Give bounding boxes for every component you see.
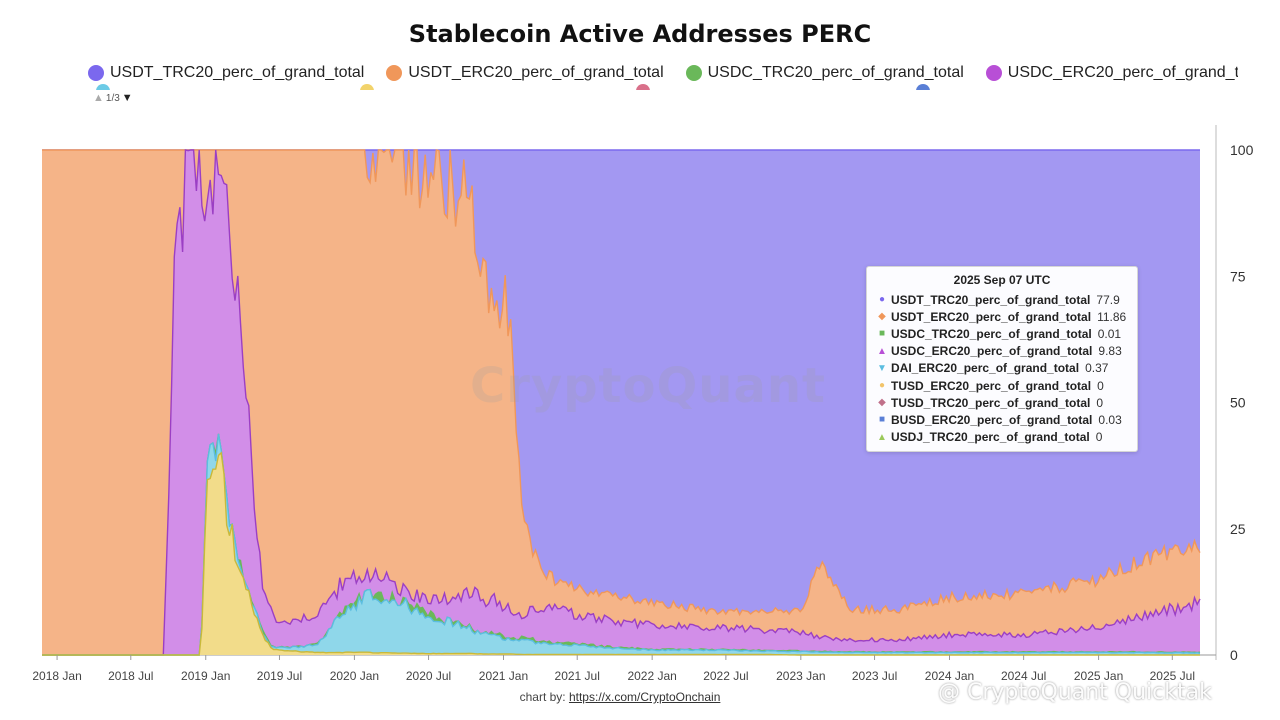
legend-marker-icon <box>386 65 403 81</box>
chart-credit: chart by: https://x.com/CryptoOnchain <box>0 690 1240 704</box>
tooltip-title: 2025 Sep 07 UTC <box>953 273 1051 287</box>
tooltip-row: ▼ DAI_ERC20_perc_of_grand_total 0.37 <box>875 360 1129 377</box>
tooltip-series-value: 0.03 <box>1098 412 1122 427</box>
tooltip-series-name: DAI_ERC20_perc_of_grand_total <box>891 361 1080 376</box>
tooltip-series-value: 0.37 <box>1085 361 1109 376</box>
legend-marker-icon <box>88 65 104 81</box>
x-tick-label: 2024 Jul <box>1001 669 1046 683</box>
tooltip-series-value: 11.86 <box>1097 309 1127 324</box>
x-tick-label: 2019 Jan <box>181 669 230 683</box>
legend-label: USDC_TRC20_perc_of_grand_total <box>707 64 964 81</box>
tooltip-marker-icon: ◆ <box>878 397 886 409</box>
tooltip-series-name: BUSD_ERC20_perc_of_grand_total <box>891 412 1093 427</box>
x-tick-label: 2022 Jul <box>703 669 748 683</box>
tooltip-series-name: TUSD_TRC20_perc_of_grand_total <box>891 395 1091 410</box>
x-tick-label: 2018 Jan <box>32 669 81 683</box>
tooltip-row: ◆ TUSD_TRC20_perc_of_grand_total 0 <box>875 394 1129 411</box>
tooltip-marker-icon: ▲ <box>877 345 887 357</box>
tooltip-marker-icon: ● <box>878 380 886 392</box>
tooltip-series-value: 0 <box>1097 378 1104 393</box>
legend-pager[interactable]: ▲ 1/3 ▼ <box>93 92 133 104</box>
tooltip-series-value: 0 <box>1096 395 1104 410</box>
chart-tooltip: 2025 Sep 07 UTC ● USDT_TRC20_perc_of_gran… <box>866 266 1138 452</box>
pager-up-icon[interactable]: ▲ <box>93 92 104 104</box>
legend-marker-icon <box>636 84 650 90</box>
pager-label: 1/3 <box>105 92 120 104</box>
y-tick-label: 75 <box>1230 268 1246 284</box>
x-tick-label: 2020 Jan <box>330 669 379 683</box>
legend-marker-icon <box>985 65 1002 81</box>
tooltip-series-value: 77.9 <box>1096 292 1120 307</box>
x-tick-label: 2022 Jan <box>627 669 676 683</box>
legend-next-row <box>88 84 1238 90</box>
legend-label: USDT_ERC20_perc_of_grand_total <box>408 64 664 81</box>
credit-link[interactable]: https://x.com/CryptoOnchain <box>568 690 721 704</box>
tooltip-row: ▲ USDJ_TRC20_perc_of_grand_total 0 <box>875 429 1129 446</box>
tooltip-series-name: USDC_ERC20_perc_of_grand_total <box>891 344 1093 359</box>
legend-item[interactable]: USDT_ERC20_perc_of_grand_total <box>386 64 664 82</box>
x-tick-label: 2023 Jul <box>852 669 897 683</box>
tooltip-marker-icon: ◆ <box>878 311 886 323</box>
tooltip-series-name: USDC_TRC20_perc_of_grand_total <box>891 326 1092 341</box>
legend: USDT_TRC20_perc_of_grand_total USDT_ERC20… <box>88 60 1238 86</box>
series-line-usdc-erc20 <box>42 149 1201 656</box>
tooltip-row: ■ USDC_TRC20_perc_of_grand_total 0.01 <box>875 325 1129 342</box>
x-tick-label: 2018 Jul <box>108 669 153 683</box>
tooltip-row: ■ BUSD_ERC20_perc_of_grand_total 0.03 <box>875 411 1129 428</box>
series-line-tusd-erc20 <box>42 451 1200 656</box>
tooltip-row: ● TUSD_ERC20_perc_of_grand_total 0 <box>875 377 1129 394</box>
tooltip-series-name: TUSD_ERC20_perc_of_grand_total <box>891 378 1092 393</box>
chart-title: Stablecoin Active Addresses PERC <box>408 20 872 48</box>
tooltip-row: ◆ USDT_ERC20_perc_of_grand_total 11.86 <box>875 308 1129 325</box>
x-tick-label: 2020 Jul <box>406 669 451 683</box>
x-tick-label: 2023 Jan <box>776 669 825 683</box>
pager-down-icon[interactable]: ▼ <box>121 92 133 104</box>
credit-prefix: chart by: <box>519 690 569 704</box>
x-tick-label: 2019 Jul <box>257 669 302 683</box>
tooltip-row: ▲ USDC_ERC20_perc_of_grand_total 9.83 <box>875 343 1129 360</box>
series-line-dai-erc20 <box>42 433 1201 656</box>
tooltip-series-value: 0.01 <box>1097 326 1122 341</box>
y-tick-label: 25 <box>1230 521 1246 537</box>
y-tick-label: 100 <box>1230 142 1254 158</box>
y-tick-label: 50 <box>1230 395 1246 411</box>
tooltip-row: ● USDT_TRC20_perc_of_grand_total 77.9 <box>875 291 1129 308</box>
legend-label: USDT_TRC20_perc_of_grand_total <box>110 64 365 81</box>
tooltip-marker-icon: ▼ <box>877 362 887 374</box>
tooltip-marker-icon: ▲ <box>877 431 887 443</box>
series-line-usdt-erc20 <box>42 149 1201 617</box>
legend-item[interactable]: USDC_TRC20_perc_of_grand_total <box>685 64 964 82</box>
tooltip-series-value: 0 <box>1095 430 1103 445</box>
tooltip-series-name: USDT_ERC20_perc_of_grand_total <box>891 309 1092 324</box>
legend-marker-icon <box>685 65 702 81</box>
tooltip-series-name: USDT_TRC20_perc_of_grand_total <box>891 292 1091 307</box>
x-tick-label: 2025 Jan <box>1074 669 1123 683</box>
x-tick-label: 2024 Jan <box>925 669 974 683</box>
x-tick-label: 2021 Jul <box>555 669 600 683</box>
tooltip-marker-icon: ■ <box>878 414 886 426</box>
tooltip-marker-icon: ■ <box>878 328 886 340</box>
tooltip-series-value: 9.83 <box>1098 344 1122 359</box>
legend-marker-icon <box>360 84 374 90</box>
tooltip-series-name: USDJ_TRC20_perc_of_grand_total <box>891 430 1090 445</box>
legend-item[interactable]: USDC_ERC20_perc_of_grand_total <box>985 64 1238 82</box>
legend-label: USDC_ERC20_perc_of_grand_total <box>1007 64 1238 81</box>
series-area-usdt-erc20 <box>42 150 1200 655</box>
tooltip-marker-icon: ● <box>878 294 886 306</box>
legend-marker-icon <box>916 84 930 90</box>
legend-marker-icon <box>96 84 110 90</box>
y-tick-label: 0 <box>1230 647 1238 663</box>
legend-item[interactable]: USDT_TRC20_perc_of_grand_total <box>88 64 364 82</box>
x-tick-label: 2021 Jan <box>479 669 528 683</box>
x-tick-label: 2025 Jul <box>1150 669 1195 683</box>
